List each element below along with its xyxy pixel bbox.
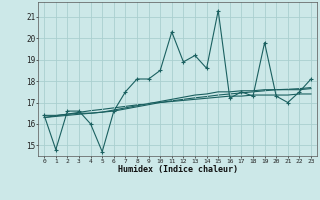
X-axis label: Humidex (Indice chaleur): Humidex (Indice chaleur) (118, 165, 238, 174)
